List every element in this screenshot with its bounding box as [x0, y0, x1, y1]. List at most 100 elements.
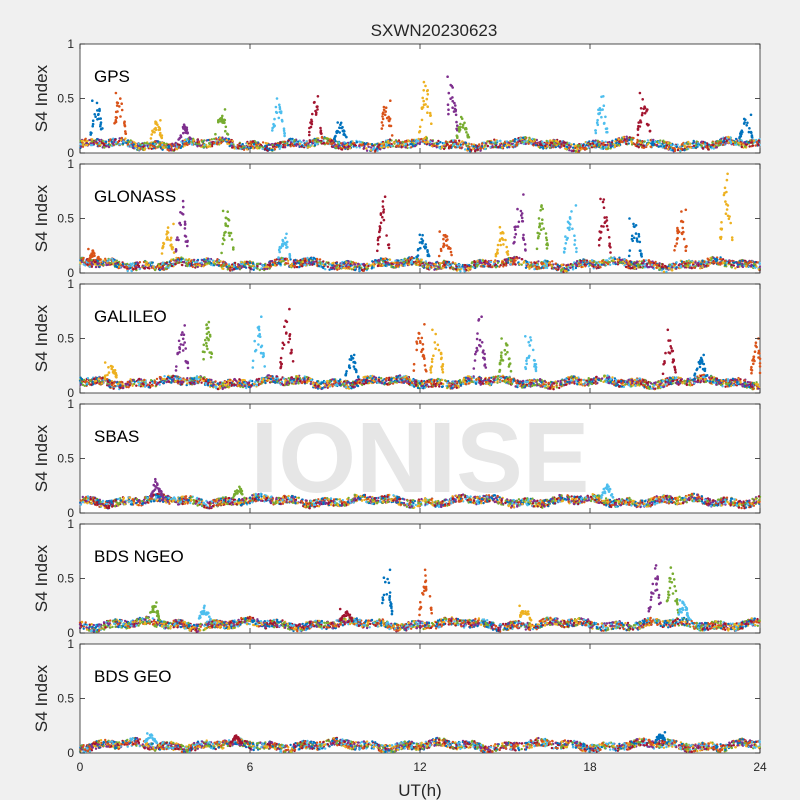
data-point	[182, 125, 186, 129]
data-point	[618, 256, 621, 259]
data-point	[602, 104, 606, 107]
data-point	[243, 263, 247, 266]
data-point	[493, 260, 496, 263]
data-point	[382, 105, 386, 109]
data-point	[375, 147, 379, 150]
data-point	[544, 144, 547, 148]
data-point	[439, 141, 442, 144]
data-point	[161, 262, 164, 265]
data-point	[349, 141, 352, 144]
data-point	[273, 261, 276, 264]
data-point	[165, 142, 168, 145]
data-point	[167, 144, 170, 148]
data-point	[138, 267, 141, 271]
data-point	[378, 143, 381, 147]
data-point	[157, 140, 160, 143]
data-point	[213, 137, 216, 141]
data-point	[574, 144, 578, 147]
data-point	[262, 264, 265, 268]
data-point	[225, 138, 228, 142]
data-point	[107, 263, 110, 266]
data-point	[637, 121, 640, 124]
data-point	[403, 257, 406, 260]
data-point	[319, 126, 322, 130]
data-point	[444, 140, 448, 143]
data-point	[275, 97, 279, 100]
data-point	[609, 263, 612, 266]
data-point	[92, 143, 96, 146]
data-point	[310, 120, 314, 123]
data-point	[304, 143, 307, 146]
data-point	[382, 111, 385, 114]
data-point	[605, 127, 609, 130]
data-point	[343, 141, 346, 144]
data-point	[491, 265, 494, 269]
data-point	[429, 140, 432, 143]
data-point	[745, 124, 748, 127]
data-point	[433, 268, 436, 271]
data-point	[394, 259, 397, 262]
data-point	[715, 146, 718, 149]
data-point	[200, 140, 204, 143]
data-point	[514, 137, 517, 141]
data-point	[374, 259, 377, 262]
data-point	[476, 265, 479, 268]
data-point	[745, 265, 748, 268]
data-point	[582, 147, 585, 150]
data-point	[319, 141, 322, 144]
data-point	[711, 144, 714, 147]
data-point	[286, 142, 289, 145]
data-point	[90, 265, 94, 268]
data-point	[274, 105, 278, 109]
data-point	[405, 260, 409, 263]
data-point	[286, 262, 290, 265]
data-point	[527, 142, 530, 145]
data-point	[287, 139, 290, 142]
data-point	[222, 121, 225, 124]
data-point	[456, 263, 459, 267]
data-point	[343, 130, 346, 133]
data-point	[673, 149, 677, 153]
data-point	[441, 267, 444, 270]
data-point	[497, 146, 500, 149]
data-point	[355, 141, 359, 144]
data-point	[630, 141, 634, 144]
data-point	[510, 142, 514, 146]
data-point	[570, 143, 573, 146]
data-point	[316, 261, 319, 264]
data-point	[638, 125, 642, 128]
data-point	[292, 144, 295, 148]
data-point	[271, 129, 274, 132]
data-point	[248, 261, 252, 265]
data-point	[273, 124, 277, 127]
data-point	[271, 263, 274, 266]
data-point	[447, 260, 451, 264]
data-point	[420, 106, 424, 109]
data-point	[97, 138, 101, 142]
data-point	[367, 145, 370, 148]
data-point	[282, 127, 286, 130]
data-point	[202, 146, 205, 149]
data-point	[685, 260, 688, 263]
data-point	[162, 141, 166, 145]
data-point	[646, 142, 650, 146]
data-point	[215, 142, 219, 145]
data-point	[105, 145, 108, 148]
data-point	[469, 148, 472, 151]
data-point	[96, 262, 99, 265]
data-point	[711, 141, 714, 144]
data-point	[659, 145, 662, 148]
data-point	[109, 138, 112, 142]
data-point	[421, 140, 425, 143]
data-point	[542, 264, 545, 267]
data-point	[530, 142, 533, 145]
data-point	[95, 101, 99, 105]
data-point	[621, 258, 624, 261]
data-point	[114, 120, 118, 124]
data-point	[540, 266, 543, 270]
data-point	[595, 121, 599, 124]
data-point	[275, 111, 279, 114]
data-point	[748, 145, 751, 148]
data-point	[322, 260, 325, 263]
data-point	[401, 143, 404, 147]
